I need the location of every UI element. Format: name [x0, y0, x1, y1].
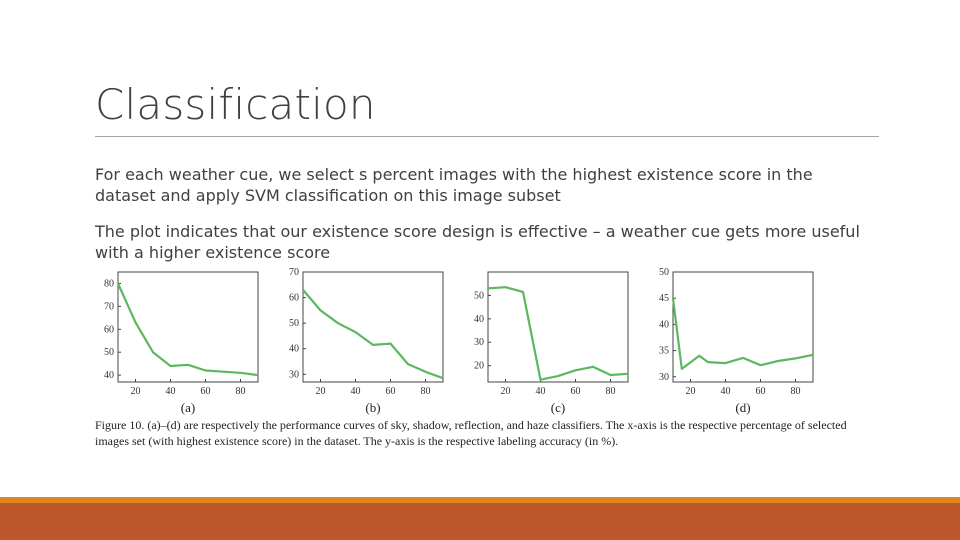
plot-c-svg: 20 40 60 80 20 30 40 50 (c): [474, 271, 629, 415]
plot-b-frame: [302, 271, 444, 383]
plot-a-xtick-label: 80: [236, 386, 246, 397]
plot-c-ytick-label: 50: [474, 290, 484, 301]
plot-b-svg: 20 40 60 80 30 40 50 60 70 (b): [289, 267, 444, 415]
plot-a-ytick-label: 70: [104, 301, 114, 312]
plot-a-svg: 20 40 60 80 40 50 60 70 80 (a): [104, 271, 259, 415]
plot-a-ytick-label: 40: [104, 370, 114, 381]
footer-accent-line: [0, 497, 960, 503]
plot-d-svg: 20 40 60 80 30 35 40 45 50 (d): [659, 267, 814, 415]
plot-d-xtick-label: 60: [756, 386, 766, 397]
subplot-a: 20 40 60 80 40 50 60 70 80 (a): [92, 266, 262, 416]
subplot-c: 20 40 60 80 20 30 40 50 (c): [462, 266, 632, 416]
plot-a-xtick-label: 20: [131, 386, 141, 397]
plot-d-label: (d): [735, 400, 750, 415]
plot-d-ytick-label: 30: [659, 372, 669, 383]
footer-bar: [0, 503, 960, 540]
plot-d-ytick-label: 45: [659, 293, 669, 304]
plot-a-xtick-label: 40: [166, 386, 176, 397]
plot-b-xtick-label: 40: [351, 386, 361, 397]
figure-caption: Figure 10. (a)–(d) are respectively the …: [95, 418, 847, 448]
slide-title: Classification: [95, 80, 376, 129]
plot-a-series-line: [116, 283, 259, 377]
plot-b-ytick-label: 40: [289, 344, 299, 355]
plot-c-ytick-label: 20: [474, 361, 484, 372]
plot-a-xtick-label: 60: [201, 386, 211, 397]
plot-d-ytick-label: 40: [659, 319, 669, 330]
plot-b-xtick-label: 80: [421, 386, 431, 397]
plot-c-ytick-label: 40: [474, 314, 484, 325]
plot-d-frame: [672, 271, 814, 383]
plot-d-xtick-label: 40: [721, 386, 731, 397]
plot-b-ytick-label: 70: [289, 267, 299, 278]
plot-d-ytick-label: 35: [659, 346, 669, 357]
plot-b-ytick-label: 30: [289, 369, 299, 380]
plot-d-series-line: [671, 298, 814, 371]
plot-b-xtick-label: 20: [316, 386, 326, 397]
plot-b-xtick-label: 60: [386, 386, 396, 397]
plot-a-label: (a): [181, 400, 195, 415]
plot-d-xtick-label: 20: [686, 386, 696, 397]
plot-c-xtick-label: 40: [536, 386, 546, 397]
plot-d-xtick-label: 80: [791, 386, 801, 397]
plot-a-ytick-label: 50: [104, 347, 114, 358]
plot-c-xtick-label: 20: [501, 386, 511, 397]
plot-c-series-line: [487, 286, 629, 381]
plot-c-xtick-label: 80: [606, 386, 616, 397]
subplot-d: 20 40 60 80 30 35 40 45 50 (d): [647, 266, 817, 416]
plot-b-ytick-label: 60: [289, 293, 299, 304]
bullet-2: The plot indicates that our existence sc…: [95, 222, 860, 262]
subplot-b: 20 40 60 80 30 40 50 60 70 (b): [277, 266, 447, 416]
bullet-1: For each weather cue, we select s percen…: [95, 165, 813, 205]
plot-d-ytick-label: 50: [659, 267, 669, 278]
plot-c-ytick-label: 30: [474, 337, 484, 348]
plot-b-ytick-label: 50: [289, 318, 299, 329]
plot-a-frame: [117, 271, 259, 383]
plot-b-label: (b): [365, 400, 380, 415]
plot-c-label: (c): [551, 400, 565, 415]
title-underline: [95, 136, 879, 137]
plot-a-ytick-label: 80: [104, 278, 114, 289]
plot-c-frame: [487, 271, 629, 383]
plot-a-ytick-label: 60: [104, 324, 114, 335]
plot-c-xtick-label: 60: [571, 386, 581, 397]
plot-b-series-line: [302, 289, 444, 380]
figure: 20 40 60 80 40 50 60 70 80 (a) 20 40 60 80 30 40 50 60 70…: [92, 266, 852, 456]
